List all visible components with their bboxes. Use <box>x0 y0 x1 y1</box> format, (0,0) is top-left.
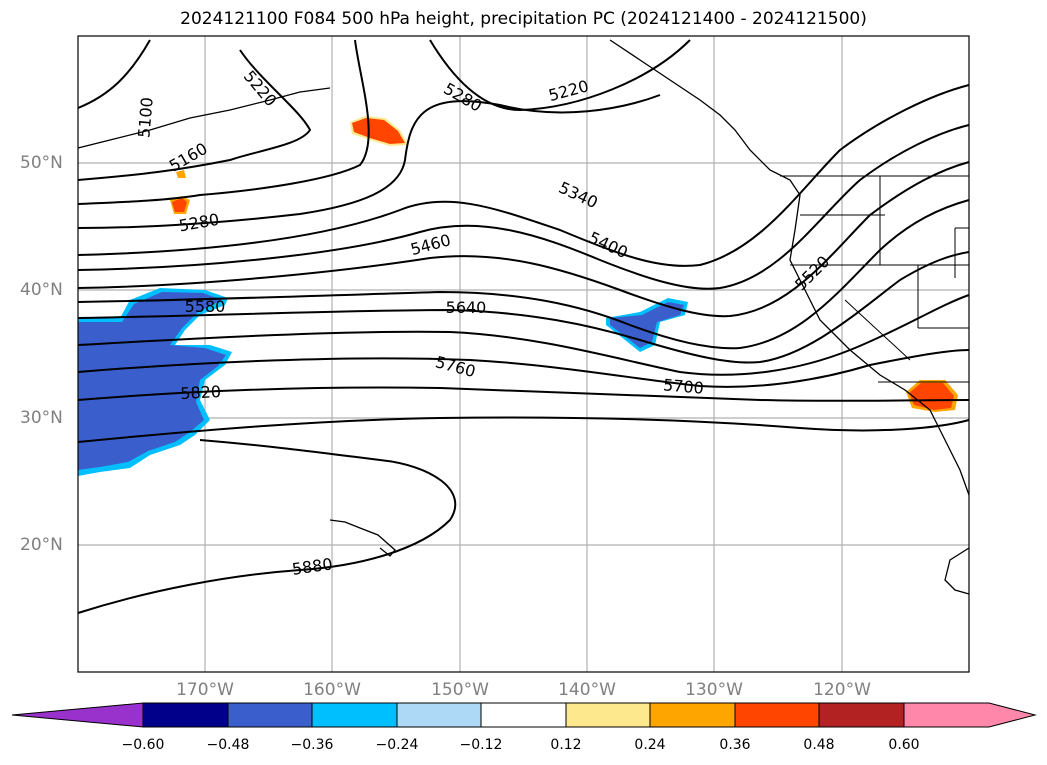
lat-label: 40°N <box>20 280 63 300</box>
graticule <box>78 36 969 672</box>
colorbar-tick: 0.60 <box>888 737 920 753</box>
lon-label: 130°W <box>685 680 743 700</box>
coastlines <box>77 39 970 595</box>
colorbar-tick: −0.48 <box>206 737 250 753</box>
map-title: 2024121100 F084 500 hPa height, precipit… <box>180 9 867 29</box>
colorbar-tick: 0.36 <box>719 737 751 753</box>
colorbar-tick: −0.12 <box>459 737 503 753</box>
contour-label: 5640 <box>446 298 487 317</box>
colorbar-tick: −0.36 <box>290 737 334 753</box>
lon-label: 170°W <box>176 680 234 700</box>
colorbar-tick: −0.60 <box>121 737 165 753</box>
contour-label: 5580 <box>185 297 226 316</box>
precip-positive-gulf <box>350 116 408 146</box>
lon-label: 150°W <box>431 680 489 700</box>
lat-label: 30°N <box>20 408 63 428</box>
height-contours <box>77 39 970 614</box>
colorbar <box>11 702 1037 728</box>
precip-negative-west <box>78 288 232 476</box>
lat-label: 50°N <box>20 153 63 173</box>
colorbar-tick: 0.12 <box>550 737 582 753</box>
lon-label: 120°W <box>813 680 871 700</box>
colorbar-tick: −0.24 <box>375 737 419 753</box>
contour-label: 5100 <box>134 96 156 138</box>
lon-label: 160°W <box>303 680 361 700</box>
precip-positive-small <box>170 170 190 214</box>
contour-label: 5820 <box>180 382 222 403</box>
lon-label: 140°W <box>558 680 616 700</box>
contour-label: 5700 <box>662 375 704 397</box>
colorbar-tick: 0.48 <box>803 737 835 753</box>
lat-label: 20°N <box>20 535 63 555</box>
precip-positive-socal <box>906 380 958 412</box>
colorbar-tick: 0.24 <box>634 737 666 753</box>
